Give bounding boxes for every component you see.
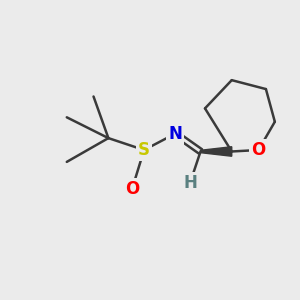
Text: H: H bbox=[183, 174, 197, 192]
Polygon shape bbox=[200, 147, 232, 156]
Text: N: N bbox=[168, 125, 182, 143]
Text: S: S bbox=[138, 141, 150, 159]
Text: O: O bbox=[125, 180, 139, 198]
Text: O: O bbox=[251, 141, 266, 159]
